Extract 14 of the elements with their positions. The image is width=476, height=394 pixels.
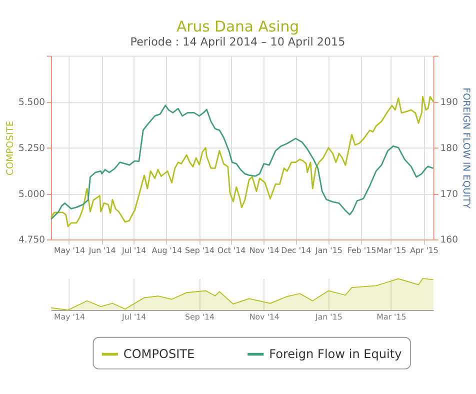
y2-axis-title: FOREIGN FLOW IN EQUITY	[460, 88, 472, 209]
y-axis-title: COMPOSITE	[4, 120, 16, 176]
y2-tick-label: 170	[440, 188, 458, 200]
legend-label: COMPOSITE	[123, 347, 195, 361]
y-tick-label: 4.750	[18, 234, 46, 246]
chart-subtitle: Periode : 14 April 2014 – 10 April 2015	[130, 36, 346, 49]
y2-tick-label: 180	[440, 142, 458, 154]
y-tick-label: 5.250	[18, 142, 46, 154]
chart-title: Arus Dana Asing	[176, 18, 300, 36]
y2-tick-label: 190	[440, 96, 458, 108]
y-tick-label: 5.000	[18, 188, 46, 200]
y-tick-label: 5.500	[18, 96, 46, 108]
y2-tick-label: 160	[440, 234, 458, 246]
legend-label: Foreign Flow in Equity	[269, 347, 402, 361]
